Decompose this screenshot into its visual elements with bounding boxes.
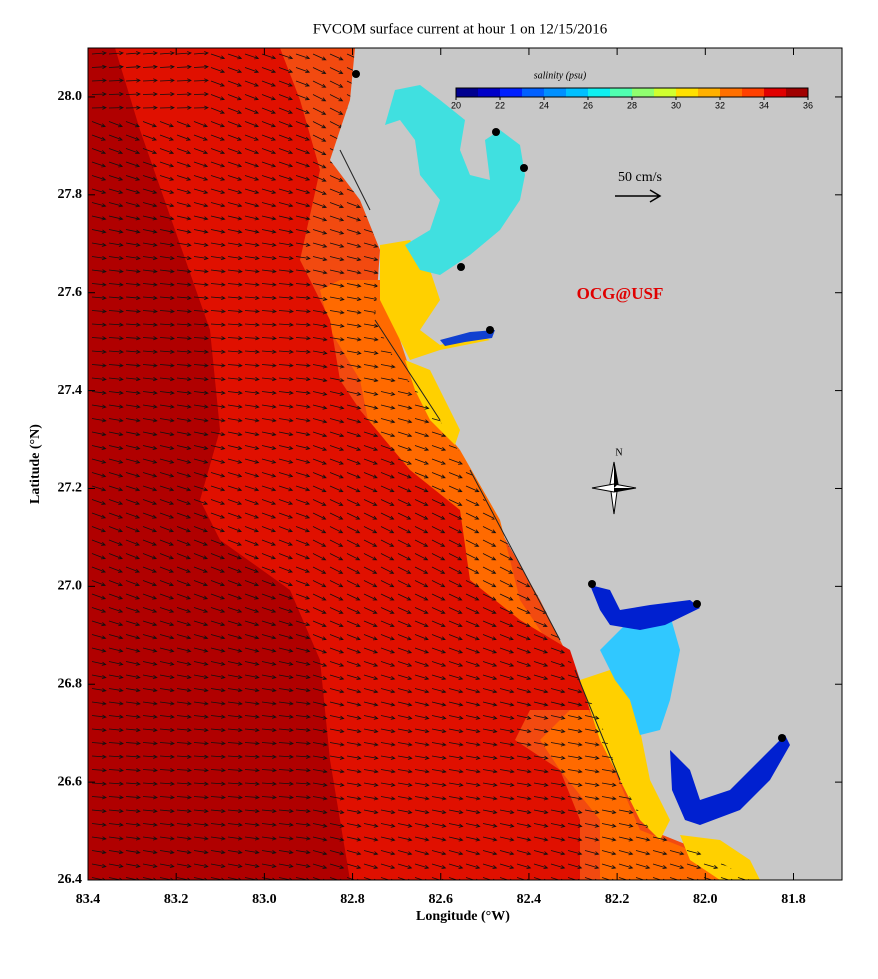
estero-bay bbox=[680, 835, 760, 880]
colorbar-segment bbox=[632, 88, 655, 97]
colorbar-tick-label: 30 bbox=[671, 100, 681, 110]
scale-label: 50 cm/s bbox=[618, 170, 662, 185]
y-tick-label: 27.6 bbox=[58, 285, 83, 300]
colorbar-segment bbox=[764, 88, 787, 97]
colorbar-segment bbox=[654, 88, 677, 97]
credit: OCG@USF bbox=[577, 284, 664, 303]
colorbar-segment bbox=[478, 88, 501, 97]
colorbar-segment bbox=[544, 88, 567, 97]
scale-arrow bbox=[615, 189, 662, 203]
charlotte-harbor bbox=[600, 610, 680, 735]
y-tick-label: 28.0 bbox=[58, 89, 83, 104]
station bbox=[520, 164, 528, 172]
sarasota-bay bbox=[405, 360, 460, 445]
colorbar-segment bbox=[720, 88, 743, 97]
colorbar-segment bbox=[698, 88, 721, 97]
y-tick-label: 27.2 bbox=[58, 481, 83, 496]
colorbar-tick-label: 24 bbox=[539, 100, 549, 110]
colorbar-tick-label: 26 bbox=[583, 100, 593, 110]
deep-water bbox=[88, 48, 350, 880]
x-tick-label: 83.2 bbox=[164, 892, 189, 907]
x-tick-label: 82.4 bbox=[517, 892, 542, 907]
x-axis-label: Longitude (°W) bbox=[416, 909, 510, 924]
colorbar-segment bbox=[676, 88, 699, 97]
map bbox=[88, 48, 842, 880]
charlotte-harbor-mouth bbox=[580, 670, 670, 840]
colorbar-segment bbox=[786, 88, 809, 97]
x-tick-label: 83.4 bbox=[76, 892, 101, 907]
station bbox=[778, 734, 786, 742]
y-tick-label: 27.8 bbox=[58, 187, 83, 202]
station bbox=[693, 600, 701, 608]
y-tick-label: 26.6 bbox=[58, 774, 83, 789]
chart-title: FVCOM surface current at hour 1 on 12/15… bbox=[313, 21, 608, 37]
tampa-bay bbox=[385, 85, 525, 275]
y-tick-label: 27.0 bbox=[58, 579, 83, 594]
station bbox=[486, 326, 494, 334]
colorbar-segment bbox=[566, 88, 589, 97]
x-tick-label: 82.8 bbox=[340, 892, 365, 907]
x-tick-label: 82.6 bbox=[428, 892, 453, 907]
colorbar: 20 22 24 26 28 30 32 34 36 bbox=[451, 87, 813, 110]
manatee-river bbox=[440, 330, 495, 346]
colorbar-segment bbox=[588, 88, 611, 97]
colorbar-segment bbox=[456, 88, 479, 97]
x-tick-label: 81.8 bbox=[781, 892, 806, 907]
nearshore-water bbox=[320, 280, 745, 880]
y-tick-label: 26.8 bbox=[58, 676, 83, 691]
colorbar-tick-label: 20 bbox=[451, 100, 461, 110]
station bbox=[352, 70, 360, 78]
y-tick-label: 27.4 bbox=[58, 383, 83, 398]
colorbar-segment bbox=[742, 88, 765, 97]
y-axis-label: Latitude (°N) bbox=[28, 424, 43, 504]
colorbar-tick-label: 22 bbox=[495, 100, 505, 110]
y-tick-label: 26.4 bbox=[58, 872, 83, 887]
coastline bbox=[339, 149, 621, 781]
station bbox=[588, 580, 596, 588]
colorbar-segment bbox=[500, 88, 523, 97]
station bbox=[492, 128, 500, 136]
station bbox=[457, 263, 465, 271]
colorbar-tick-label: 34 bbox=[759, 100, 769, 110]
peace-river bbox=[590, 585, 700, 630]
x-tick-label: 82.2 bbox=[605, 892, 630, 907]
colorbar-tick-label: 32 bbox=[715, 100, 725, 110]
plot-frame bbox=[87, 47, 843, 881]
colorbar-title: salinity (psu) bbox=[534, 70, 587, 81]
colorbar-tick-label: 28 bbox=[627, 100, 637, 110]
caloosahatchee-river bbox=[670, 735, 790, 825]
x-tick-label: 83.0 bbox=[252, 892, 277, 907]
colorbar-segment bbox=[522, 88, 545, 97]
tampa-bay-mouth bbox=[380, 240, 490, 360]
compass bbox=[591, 461, 637, 515]
colorbar-tick-label: 36 bbox=[803, 100, 813, 110]
colorbar-segment bbox=[610, 88, 633, 97]
x-tick-label: 82.0 bbox=[693, 892, 718, 907]
north-label: N bbox=[615, 447, 622, 458]
